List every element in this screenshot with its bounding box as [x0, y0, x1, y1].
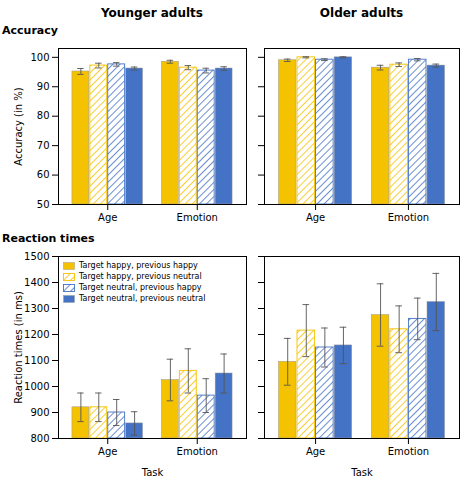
svg-text:1200: 1200 [24, 329, 49, 340]
svg-text:1400: 1400 [24, 277, 49, 288]
svg-text:90: 90 [37, 81, 50, 92]
svg-text:Emotion: Emotion [388, 212, 429, 223]
svg-text:800: 800 [30, 433, 49, 444]
svg-text:Accuracy (in %): Accuracy (in %) [13, 87, 24, 166]
html-text:Younger adults: Younger adults [101, 6, 203, 20]
svg-text:1500: 1500 [24, 251, 49, 262]
svg-text:Age: Age [306, 212, 325, 223]
svg-text:900: 900 [30, 407, 49, 418]
html-text:Accuracy: Accuracy [2, 24, 58, 37]
svg-text:Age: Age [98, 446, 117, 457]
html-text:Older adults: Older adults [319, 6, 404, 20]
svg-text:Age: Age [306, 446, 325, 457]
svg-text:Emotion: Emotion [388, 446, 429, 457]
svg-text:60: 60 [37, 169, 50, 180]
html-text:Reaction times: Reaction times [2, 232, 95, 245]
svg-text:50: 50 [37, 199, 50, 210]
svg-text:1300: 1300 [24, 303, 49, 314]
svg-text:Reaction times (in ms): Reaction times (in ms) [13, 291, 24, 404]
html-text:Target happy, previous happy: Target happy, previous happy [79, 261, 198, 270]
svg-text:Task: Task [350, 467, 373, 478]
svg-text:1000: 1000 [24, 381, 49, 392]
svg-text:Emotion: Emotion [177, 446, 218, 457]
svg-text:80: 80 [37, 110, 50, 121]
html-text:Target happy, previous neutral: Target happy, previous neutral [79, 272, 202, 281]
html-text:Target neutral, previous happy: Target neutral, previous happy [79, 283, 202, 292]
svg-text:Task: Task [141, 467, 164, 478]
svg-text:70: 70 [37, 140, 50, 151]
svg-text:100: 100 [30, 52, 49, 63]
svg-text:1100: 1100 [24, 355, 49, 366]
svg-text:Age: Age [98, 212, 117, 223]
html-text:Target neutral, previous neutr: Target neutral, previous neutral [79, 294, 206, 303]
svg-text:Emotion: Emotion [177, 212, 218, 223]
